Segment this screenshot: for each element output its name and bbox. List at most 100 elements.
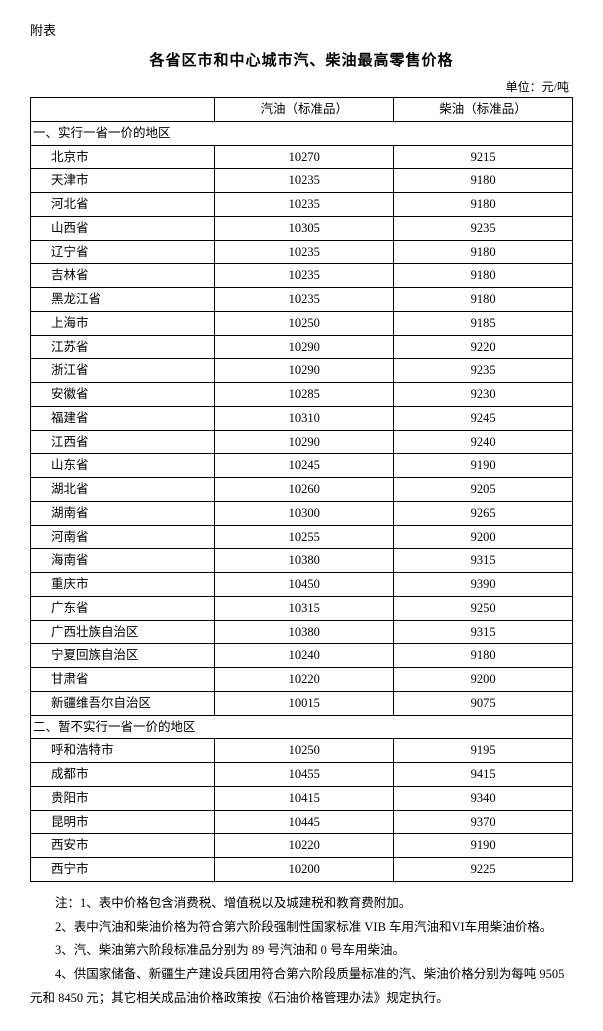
table-row: 山西省103059235 [31,216,573,240]
region-name: 河南省 [31,525,215,549]
region-name: 湖南省 [31,501,215,525]
table-row: 湖南省103009265 [31,501,573,525]
diesel-value: 9340 [394,786,573,810]
table-row: 西宁市102009225 [31,858,573,882]
gasoline-value: 10380 [215,620,394,644]
gasoline-value: 10450 [215,573,394,597]
region-name: 山西省 [31,216,215,240]
diesel-value: 9235 [394,216,573,240]
diesel-value: 9225 [394,858,573,882]
table-row: 湖北省102609205 [31,478,573,502]
table-header-row: 汽油（标准品） 柴油（标准品） [31,98,573,122]
note-line: 4、供国家储备、新疆生产建设兵团用符合第六阶段质量标准的汽、柴油价格分别为每吨 … [30,963,573,1011]
region-name: 河北省 [31,193,215,217]
gasoline-value: 10235 [215,193,394,217]
diesel-value: 9190 [394,834,573,858]
gasoline-value: 10235 [215,169,394,193]
region-name: 西安市 [31,834,215,858]
region-name: 重庆市 [31,573,215,597]
gasoline-value: 10380 [215,549,394,573]
section-label: 二、暂不实行一省一价的地区 [31,715,573,739]
table-row: 上海市102509185 [31,311,573,335]
diesel-value: 9215 [394,145,573,169]
region-name: 山东省 [31,454,215,478]
diesel-value: 9185 [394,311,573,335]
diesel-value: 9265 [394,501,573,525]
region-name: 昆明市 [31,810,215,834]
diesel-value: 9200 [394,668,573,692]
diesel-value: 9180 [394,193,573,217]
region-name: 广东省 [31,596,215,620]
region-name: 广西壮族自治区 [31,620,215,644]
region-name: 海南省 [31,549,215,573]
note-line: 注：1、表中价格包含消费税、增值税以及城建税和教育费附加。 [30,892,573,916]
region-name: 天津市 [31,169,215,193]
gasoline-value: 10255 [215,525,394,549]
region-name: 吉林省 [31,264,215,288]
gasoline-value: 10200 [215,858,394,882]
region-name: 贵阳市 [31,786,215,810]
diesel-value: 9315 [394,620,573,644]
col-gasoline: 汽油（标准品） [215,98,394,122]
table-row: 宁夏回族自治区102409180 [31,644,573,668]
table-row: 辽宁省102359180 [31,240,573,264]
diesel-value: 9180 [394,264,573,288]
table-row: 广东省103159250 [31,596,573,620]
region-name: 成都市 [31,763,215,787]
diesel-value: 9230 [394,383,573,407]
gasoline-value: 10290 [215,430,394,454]
diesel-value: 9180 [394,288,573,312]
gasoline-value: 10015 [215,691,394,715]
diesel-value: 9180 [394,169,573,193]
table-row: 山东省102459190 [31,454,573,478]
gasoline-value: 10315 [215,596,394,620]
region-name: 西宁市 [31,858,215,882]
notes-block: 注：1、表中价格包含消费税、增值税以及城建税和教育费附加。2、表中汽油和柴油价格… [30,892,573,1011]
gasoline-value: 10305 [215,216,394,240]
section-label: 一、实行一省一价的地区 [31,121,573,145]
table-row: 天津市102359180 [31,169,573,193]
region-name: 甘肃省 [31,668,215,692]
table-row: 河北省102359180 [31,193,573,217]
diesel-value: 9190 [394,454,573,478]
diesel-value: 9245 [394,406,573,430]
section-header-row: 二、暂不实行一省一价的地区 [31,715,573,739]
region-name: 辽宁省 [31,240,215,264]
diesel-value: 9180 [394,240,573,264]
gasoline-value: 10415 [215,786,394,810]
diesel-value: 9235 [394,359,573,383]
gasoline-value: 10235 [215,264,394,288]
table-row: 重庆市104509390 [31,573,573,597]
table-row: 成都市104559415 [31,763,573,787]
diesel-value: 9075 [394,691,573,715]
table-row: 昆明市104459370 [31,810,573,834]
table-row: 黑龙江省102359180 [31,288,573,312]
table-row: 吉林省102359180 [31,264,573,288]
region-name: 江苏省 [31,335,215,359]
note-line: 2、表中汽油和柴油价格为符合第六阶段强制性国家标准 VIB 车用汽油和VI车用柴… [30,916,573,940]
note-line: 3、汽、柴油第六阶段标准品分别为 89 号汽油和 0 号车用柴油。 [30,939,573,963]
diesel-value: 9205 [394,478,573,502]
diesel-value: 9220 [394,335,573,359]
gasoline-value: 10285 [215,383,394,407]
region-name: 宁夏回族自治区 [31,644,215,668]
region-name: 安徽省 [31,383,215,407]
table-row: 贵阳市104159340 [31,786,573,810]
gasoline-value: 10220 [215,834,394,858]
col-diesel: 柴油（标准品） [394,98,573,122]
attachment-label: 附表 [30,20,573,39]
region-name: 新疆维吾尔自治区 [31,691,215,715]
diesel-value: 9240 [394,430,573,454]
table-row: 北京市102709215 [31,145,573,169]
gasoline-value: 10220 [215,668,394,692]
diesel-value: 9390 [394,573,573,597]
gasoline-value: 10290 [215,359,394,383]
region-name: 黑龙江省 [31,288,215,312]
diesel-value: 9180 [394,644,573,668]
gasoline-value: 10250 [215,739,394,763]
diesel-value: 9315 [394,549,573,573]
region-name: 上海市 [31,311,215,335]
gasoline-value: 10250 [215,311,394,335]
table-row: 呼和浩特市102509195 [31,739,573,763]
table-row: 甘肃省102209200 [31,668,573,692]
